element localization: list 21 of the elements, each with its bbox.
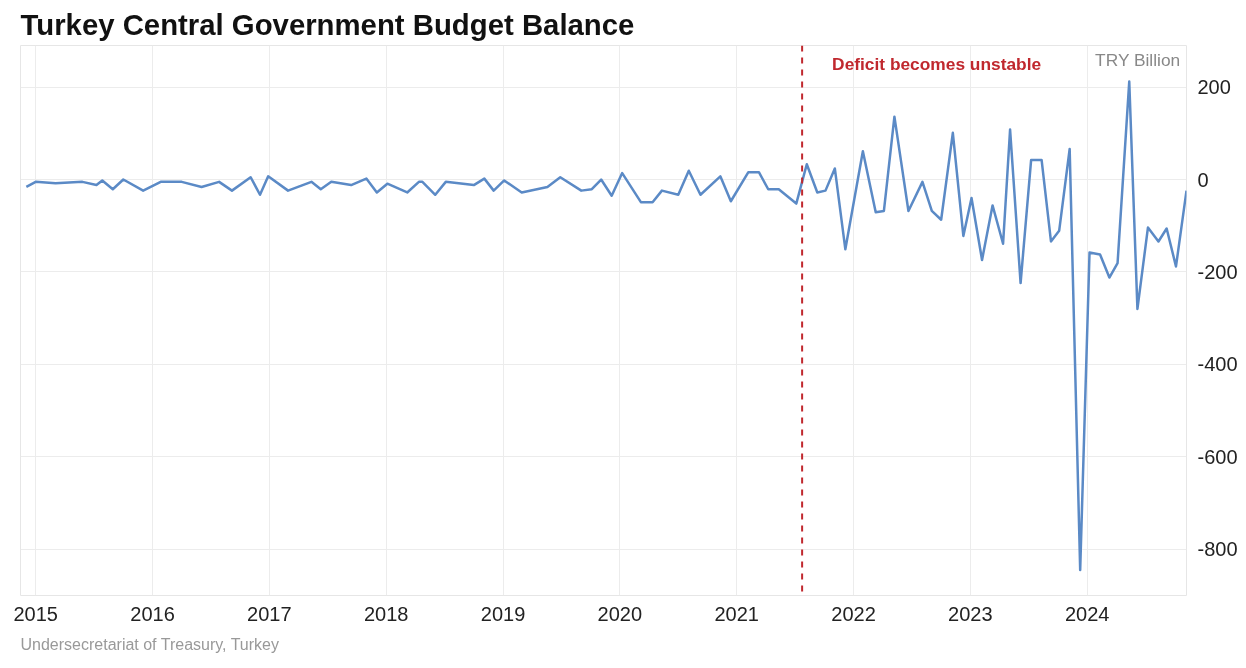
y-tick-label: 200	[1197, 76, 1231, 99]
y-tick-label: -800	[1197, 538, 1238, 561]
x-tick-label: 2020	[597, 602, 643, 625]
x-tick-label: 2018	[363, 602, 409, 625]
x-tick-label: 2017	[247, 602, 292, 625]
chart-title: Turkey Central Government Budget Balance	[20, 7, 635, 41]
x-tick-label: 2016	[130, 602, 175, 625]
x-tick-label: 2021	[714, 602, 759, 625]
y-tick-label: -600	[1197, 445, 1238, 468]
y-tick-label: -400	[1197, 353, 1238, 376]
x-tick-label: 2019	[480, 602, 526, 625]
x-tick-label: 2024	[1064, 602, 1110, 625]
y-axis-title: TRY Billion	[1095, 49, 1181, 70]
y-tick-label: -200	[1197, 260, 1238, 283]
x-tick-label: 2022	[831, 602, 876, 625]
ref-line-label: Deficit becomes unstable	[832, 53, 1042, 74]
line-series	[25, 80, 1187, 572]
y-tick-label: 0	[1197, 168, 1209, 191]
x-tick-label: 2023	[948, 602, 993, 625]
text: Undersecretariat of Treasury, Turkey	[20, 635, 279, 653]
x-tick-label: 2015	[13, 602, 58, 625]
